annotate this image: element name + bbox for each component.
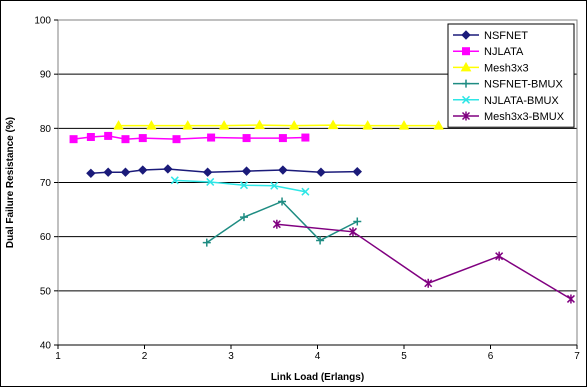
data-point-njlata-bmux (270, 181, 279, 190)
legend-item-njlata: NJLATA (453, 46, 524, 58)
data-point-njlata (104, 131, 113, 140)
legend-label: Mesh3x3-BMUX (484, 111, 565, 123)
data-point-njlata-bmux (239, 181, 249, 190)
data-point-mesh3x3 (327, 119, 339, 130)
legend-label: Mesh3x3 (484, 62, 529, 74)
legend-item-nsfnet: NSFNET (453, 30, 528, 42)
y-tick-label: 80 (40, 124, 52, 135)
data-point-nsfnet-bmux (353, 217, 362, 226)
y-tick-label: 100 (34, 16, 51, 27)
legend-label: NJLATA (484, 46, 524, 58)
x-tick-label: 3 (228, 351, 234, 362)
x-tick-label: 5 (401, 351, 407, 362)
x-tick-label: 2 (142, 351, 148, 362)
data-point-njlata-bmux (170, 176, 179, 185)
y-tick-label: 50 (40, 286, 52, 297)
legend-item-nsfnet-bmux: NSFNET-BMUX (453, 79, 564, 91)
data-point-mesh3x3 (182, 120, 194, 130)
y-tick-label: 90 (40, 70, 52, 81)
data-point-nsfnet (86, 168, 96, 178)
legend-marker (462, 47, 470, 56)
y-tick-label: 40 (40, 341, 52, 352)
data-point-njlata (86, 133, 95, 141)
data-point-njlata (172, 135, 181, 144)
data-point-mesh3x3 (113, 120, 124, 130)
data-point-mesh3x3-bmux (348, 227, 357, 237)
data-point-nsfnet (278, 165, 288, 175)
series-nsfnet-bmux (202, 197, 362, 247)
data-point-mesh3x3 (433, 120, 444, 130)
data-point-mesh3x3-bmux (495, 251, 504, 261)
data-point-nsfnet (316, 167, 326, 177)
data-point-njlata-bmux (301, 187, 310, 196)
series-line-njlata (73, 135, 306, 140)
legend-item-mesh3x3: Mesh3x3 (453, 61, 529, 74)
data-point-njlata (207, 133, 216, 142)
y-tick-label: 60 (40, 232, 52, 243)
series-njlata-bmux (170, 176, 310, 196)
data-point-mesh3x3 (398, 120, 410, 130)
data-point-nsfnet (138, 165, 148, 175)
data-point-mesh3x3-bmux (566, 294, 575, 304)
series-mesh3x3-bmux (272, 219, 575, 304)
legend-label: NSFNET (484, 30, 528, 42)
data-point-mesh3x3 (146, 120, 157, 130)
x-axis-label: Link Load (Erlangs) (271, 372, 364, 383)
data-point-njlata-bmux (206, 177, 215, 186)
x-tick-label: 4 (315, 351, 321, 362)
y-axis-label: Dual Failure Resistance (%) (5, 117, 16, 248)
data-point-mesh3x3 (288, 120, 300, 130)
legend-marker (462, 79, 470, 88)
x-tick-label: 7 (574, 351, 580, 362)
data-point-mesh3x3-bmux (424, 278, 433, 288)
series-njlata (69, 131, 310, 144)
data-point-nsfnet-bmux (278, 197, 287, 206)
data-point-njlata (278, 134, 287, 143)
legend: NSFNET NJLATA Mesh3x3 NSFNET-BMUX NJLATA-BMU… (447, 23, 575, 128)
legend-marker (461, 111, 471, 121)
legend-item-mesh3x3-bmux: Mesh3x3-BMUX (453, 111, 565, 123)
x-tick-label: 6 (488, 351, 494, 362)
series-group (69, 119, 575, 304)
data-point-njlata (138, 134, 147, 143)
data-point-mesh3x3 (218, 120, 230, 130)
x-axis: 1 2 3 4 5 6 7 (55, 344, 580, 362)
y-tick-label: 70 (40, 178, 52, 189)
data-point-nsfnet-bmux (202, 238, 211, 247)
data-point-nsfnet (163, 164, 173, 174)
data-point-nsfnet-bmux (316, 236, 325, 245)
data-point-nsfnet (103, 167, 113, 177)
data-point-nsfnet (241, 166, 252, 176)
legend-marker (460, 61, 472, 72)
legend-marker (461, 30, 471, 40)
x-tick-label: 1 (55, 351, 61, 362)
series-nsfnet (86, 164, 362, 178)
data-point-nsfnet (202, 167, 213, 177)
legend-item-njlata-bmux: NJLATA-BMUX (453, 95, 559, 107)
data-point-njlata (121, 135, 130, 144)
legend-marker (461, 95, 471, 104)
legend-label: NJLATA-BMUX (484, 95, 559, 107)
series-mesh3x3 (113, 119, 444, 130)
data-point-njlata (242, 134, 251, 143)
series-line-nsfnet (90, 168, 358, 175)
data-point-njlata (301, 133, 310, 142)
legend-label: NSFNET-BMUX (484, 79, 564, 91)
data-point-mesh3x3-bmux (272, 219, 281, 229)
data-point-nsfnet-bmux (239, 213, 248, 222)
series-line-mesh3x3 (118, 124, 439, 127)
data-point-nsfnet (120, 167, 131, 177)
data-point-mesh3x3 (254, 119, 265, 130)
data-point-njlata (69, 135, 78, 144)
data-point-mesh3x3 (362, 120, 374, 130)
data-point-nsfnet (352, 166, 362, 177)
y-axis: 40 50 60 70 80 90 100 (34, 16, 58, 352)
legend-box (447, 23, 575, 128)
